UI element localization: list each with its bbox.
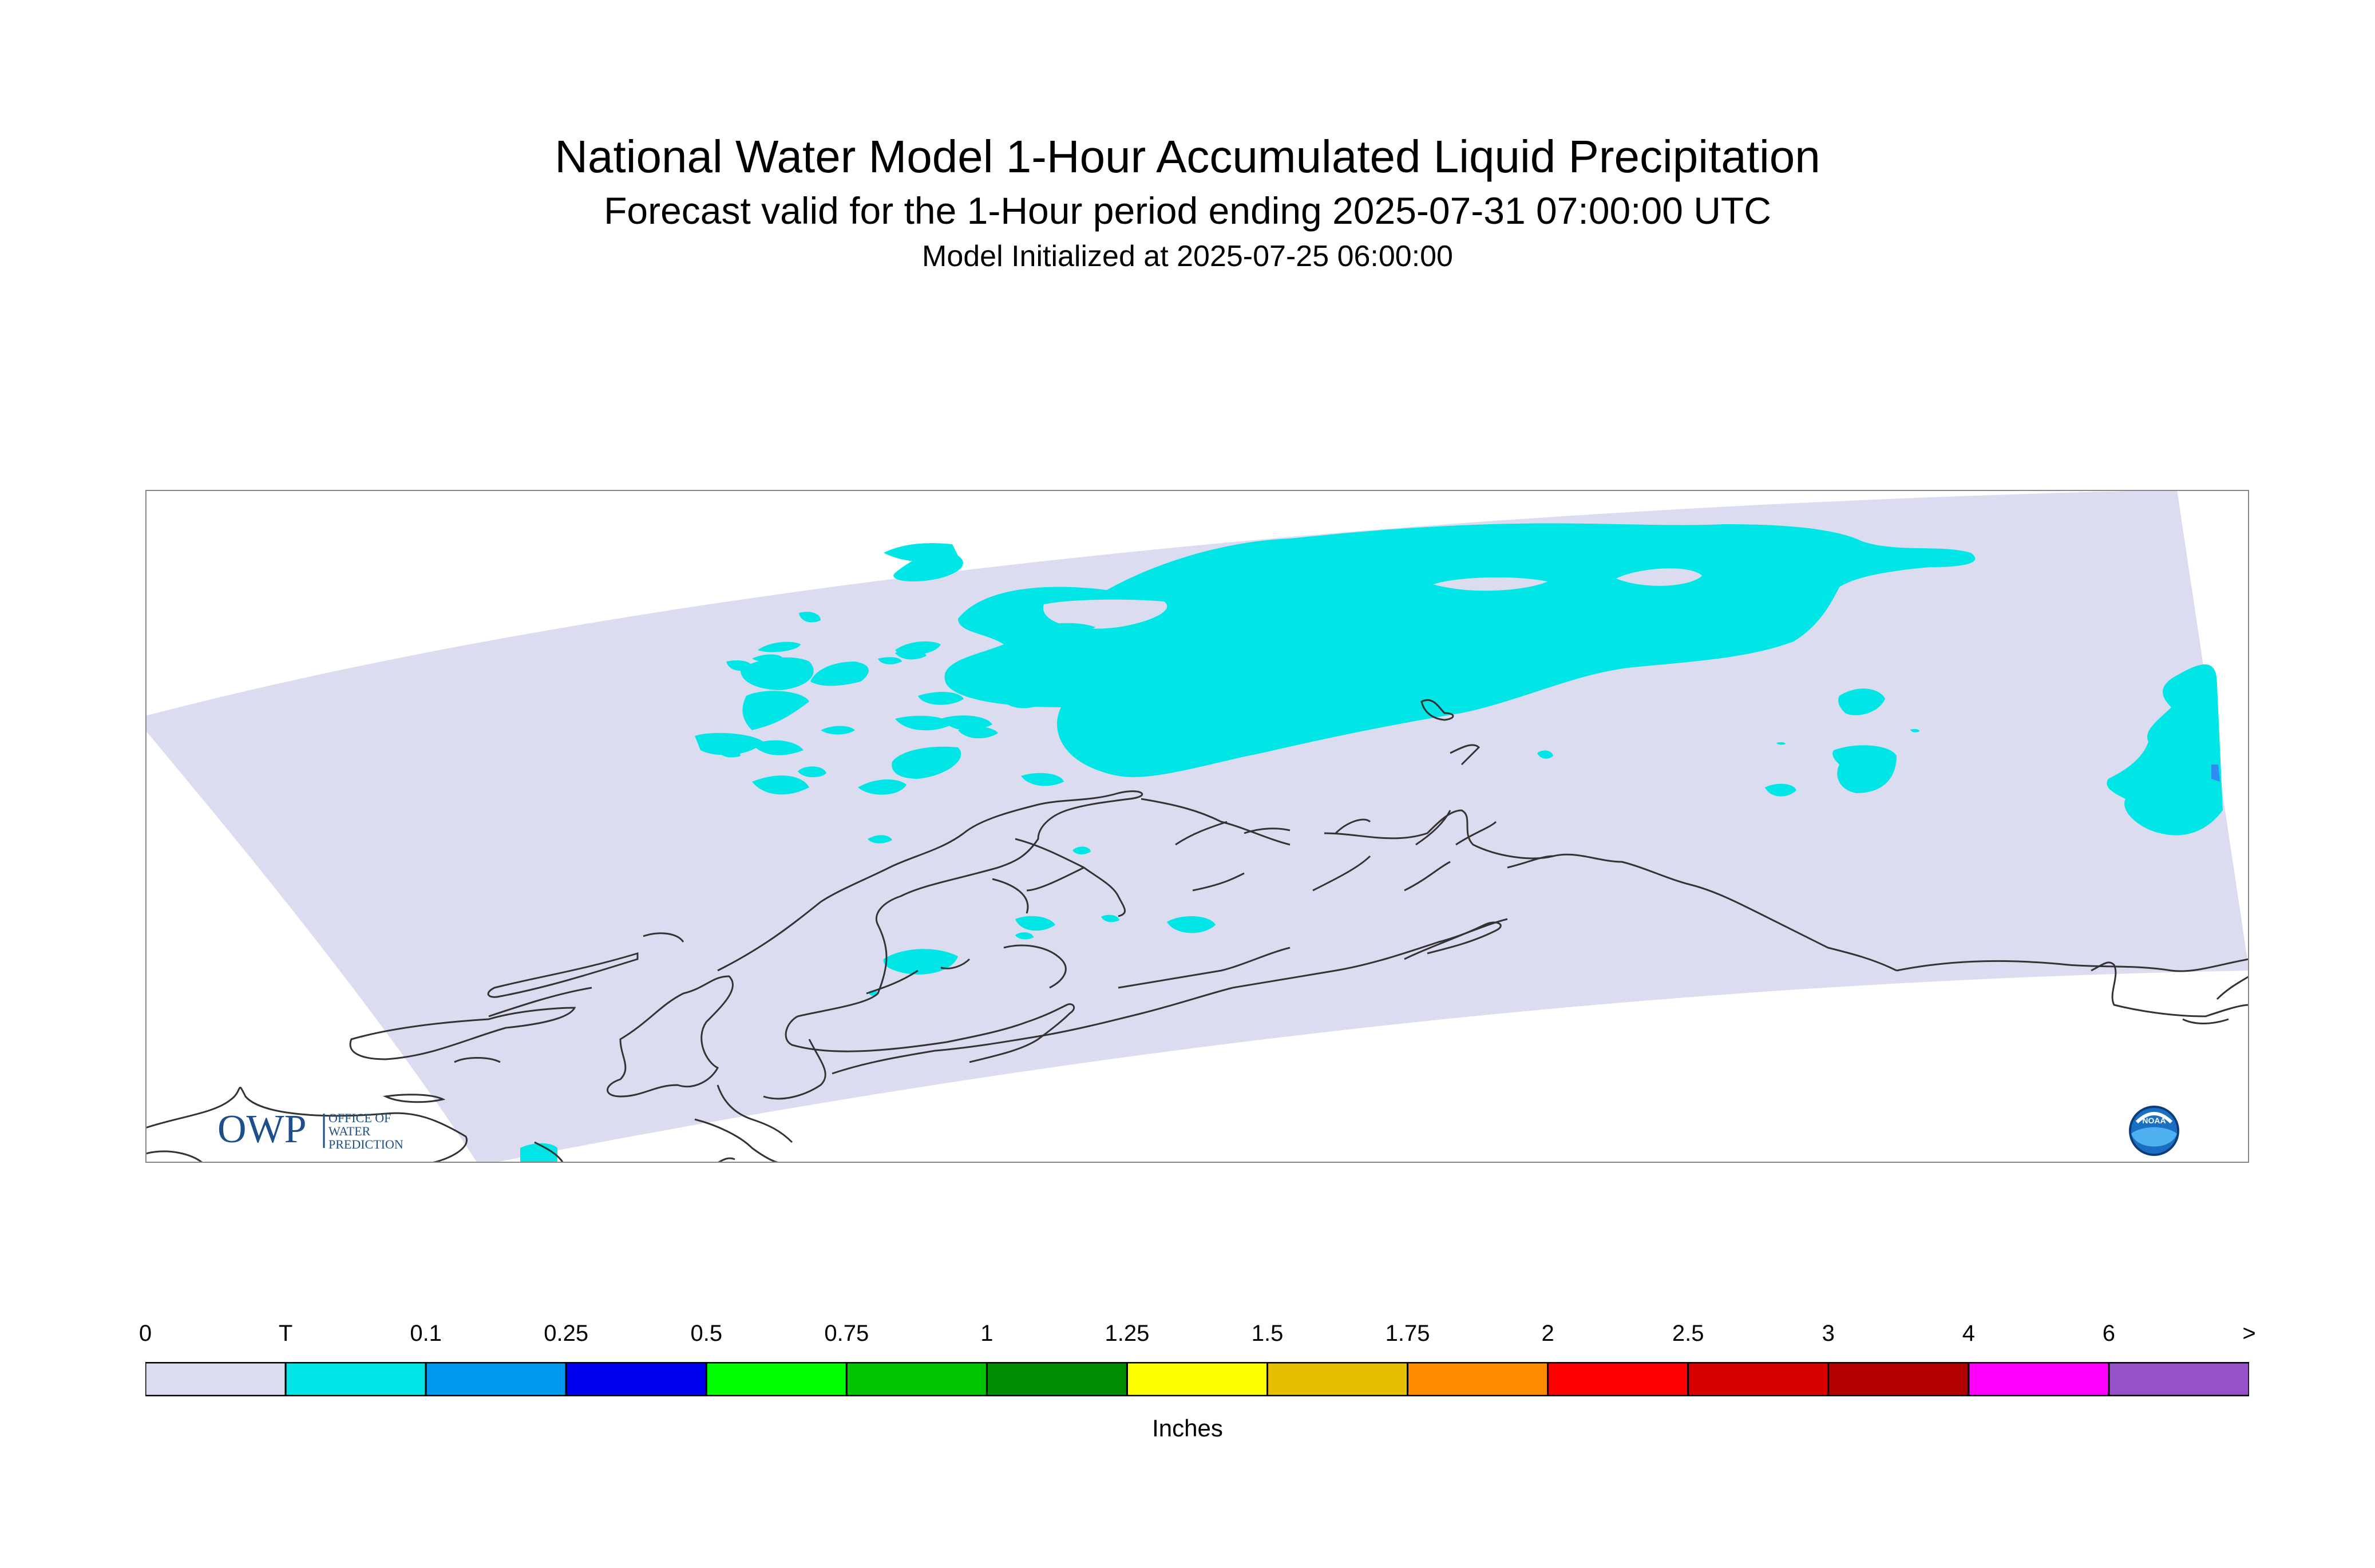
legend-swatch bbox=[145, 1362, 287, 1396]
legend-tick-label: 0.1 bbox=[410, 1321, 442, 1346]
legend-swatch bbox=[1687, 1362, 1830, 1396]
legend-swatch bbox=[1547, 1362, 1689, 1396]
legend-tick-label: 2 bbox=[1541, 1321, 1554, 1346]
legend-swatch bbox=[2108, 1362, 2249, 1396]
legend-tick-label: 1 bbox=[980, 1321, 993, 1346]
legend-swatch bbox=[425, 1362, 567, 1396]
legend-swatch bbox=[1968, 1362, 2110, 1396]
legend-tick-label: 0.75 bbox=[824, 1321, 869, 1346]
noaa-logo-text: NOAA bbox=[2142, 1116, 2166, 1125]
map-title: National Water Model 1-Hour Accumulated … bbox=[555, 131, 1820, 182]
legend-tick-label: 0.5 bbox=[690, 1321, 723, 1346]
legend-tick-label: > bbox=[2242, 1321, 2256, 1346]
legend-swatch bbox=[1407, 1362, 1549, 1396]
map-subtitle: Forecast valid for the 1-Hour period end… bbox=[604, 189, 1771, 232]
legend-swatch bbox=[1266, 1362, 1409, 1396]
legend-tick-label: 4 bbox=[1962, 1321, 1975, 1346]
legend-swatch bbox=[284, 1362, 427, 1396]
legend-swatch bbox=[845, 1362, 988, 1396]
legend-tick-label: T bbox=[278, 1321, 293, 1346]
legend-swatch bbox=[1126, 1362, 1269, 1396]
legend-tick-label: 1.5 bbox=[1251, 1321, 1284, 1346]
map-frame bbox=[145, 490, 2249, 1163]
legend-tick-label: 1.25 bbox=[1105, 1321, 1150, 1346]
legend-units: Inches bbox=[1152, 1415, 1223, 1442]
legend-swatch bbox=[565, 1362, 707, 1396]
owp-logo-line-2: WATER bbox=[328, 1124, 371, 1138]
legend-swatch bbox=[1827, 1362, 1970, 1396]
legend-tick-label: 6 bbox=[2102, 1321, 2116, 1346]
owp-logo: OWP OFFICE OF WATER PREDICTION bbox=[217, 1107, 403, 1151]
legend-swatch bbox=[985, 1362, 1128, 1396]
model-init-line: Model Initialized at 2025-07-25 06:00:00 bbox=[922, 240, 1453, 273]
owp-logo-line-1: OFFICE OF bbox=[328, 1111, 391, 1125]
legend-tick-label: 0 bbox=[138, 1321, 152, 1346]
precip-trace-areas bbox=[520, 523, 2223, 1163]
legend-tick-label: 0.25 bbox=[544, 1321, 589, 1346]
legend-swatch bbox=[705, 1362, 848, 1396]
legend-tick-label: 2.5 bbox=[1672, 1321, 1704, 1346]
legend-tick-label: 3 bbox=[1822, 1321, 1835, 1346]
model-domain bbox=[145, 490, 2249, 1163]
legend-colorbar bbox=[145, 1362, 2249, 1396]
owp-logo-text: OWP bbox=[217, 1107, 307, 1151]
owp-logo-line-3: PREDICTION bbox=[328, 1137, 403, 1151]
legend-tick-label: 1.75 bbox=[1385, 1321, 1430, 1346]
precipitation-map: OWP OFFICE OF WATER PREDICTION NOAA bbox=[145, 490, 2249, 1163]
noaa-logo: NOAA bbox=[2129, 1106, 2179, 1156]
coastlines bbox=[145, 699, 2249, 1163]
